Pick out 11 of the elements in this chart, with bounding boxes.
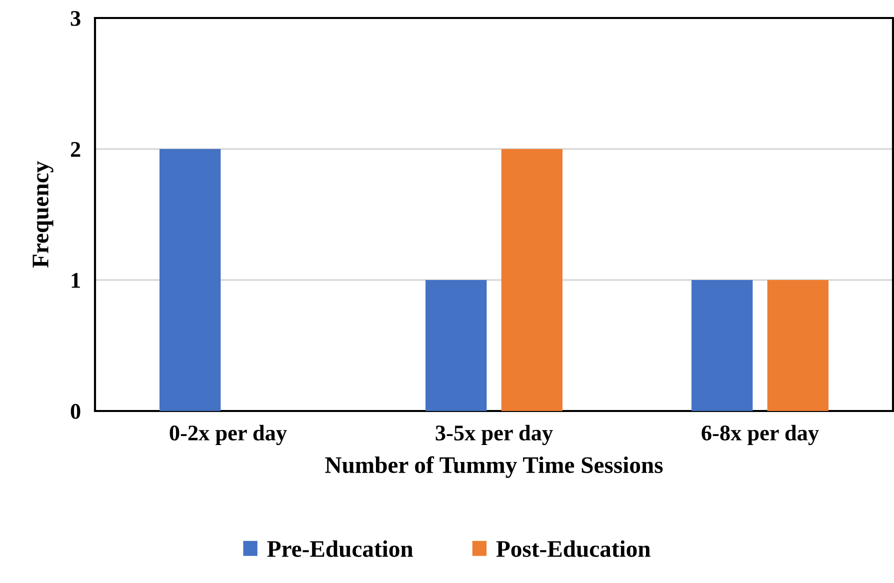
x-tick-label: 3-5x per day xyxy=(436,424,553,446)
y-tick-label: 0 xyxy=(70,404,80,419)
y-tick-label: 2 xyxy=(70,142,80,157)
x-tick-label: 0-2x per day xyxy=(170,424,287,446)
y-tick-label: 3 xyxy=(70,10,80,26)
legend-label: Pre-Education xyxy=(267,540,413,558)
x-axis-title: Number of Tummy Time Sessions xyxy=(325,456,663,478)
y-tick-label: 1 xyxy=(72,273,80,288)
y-axis-title: Frequency xyxy=(32,161,54,268)
legend-label: Post-Education xyxy=(496,540,650,558)
x-tick-label: 6-8x per day xyxy=(702,424,819,446)
